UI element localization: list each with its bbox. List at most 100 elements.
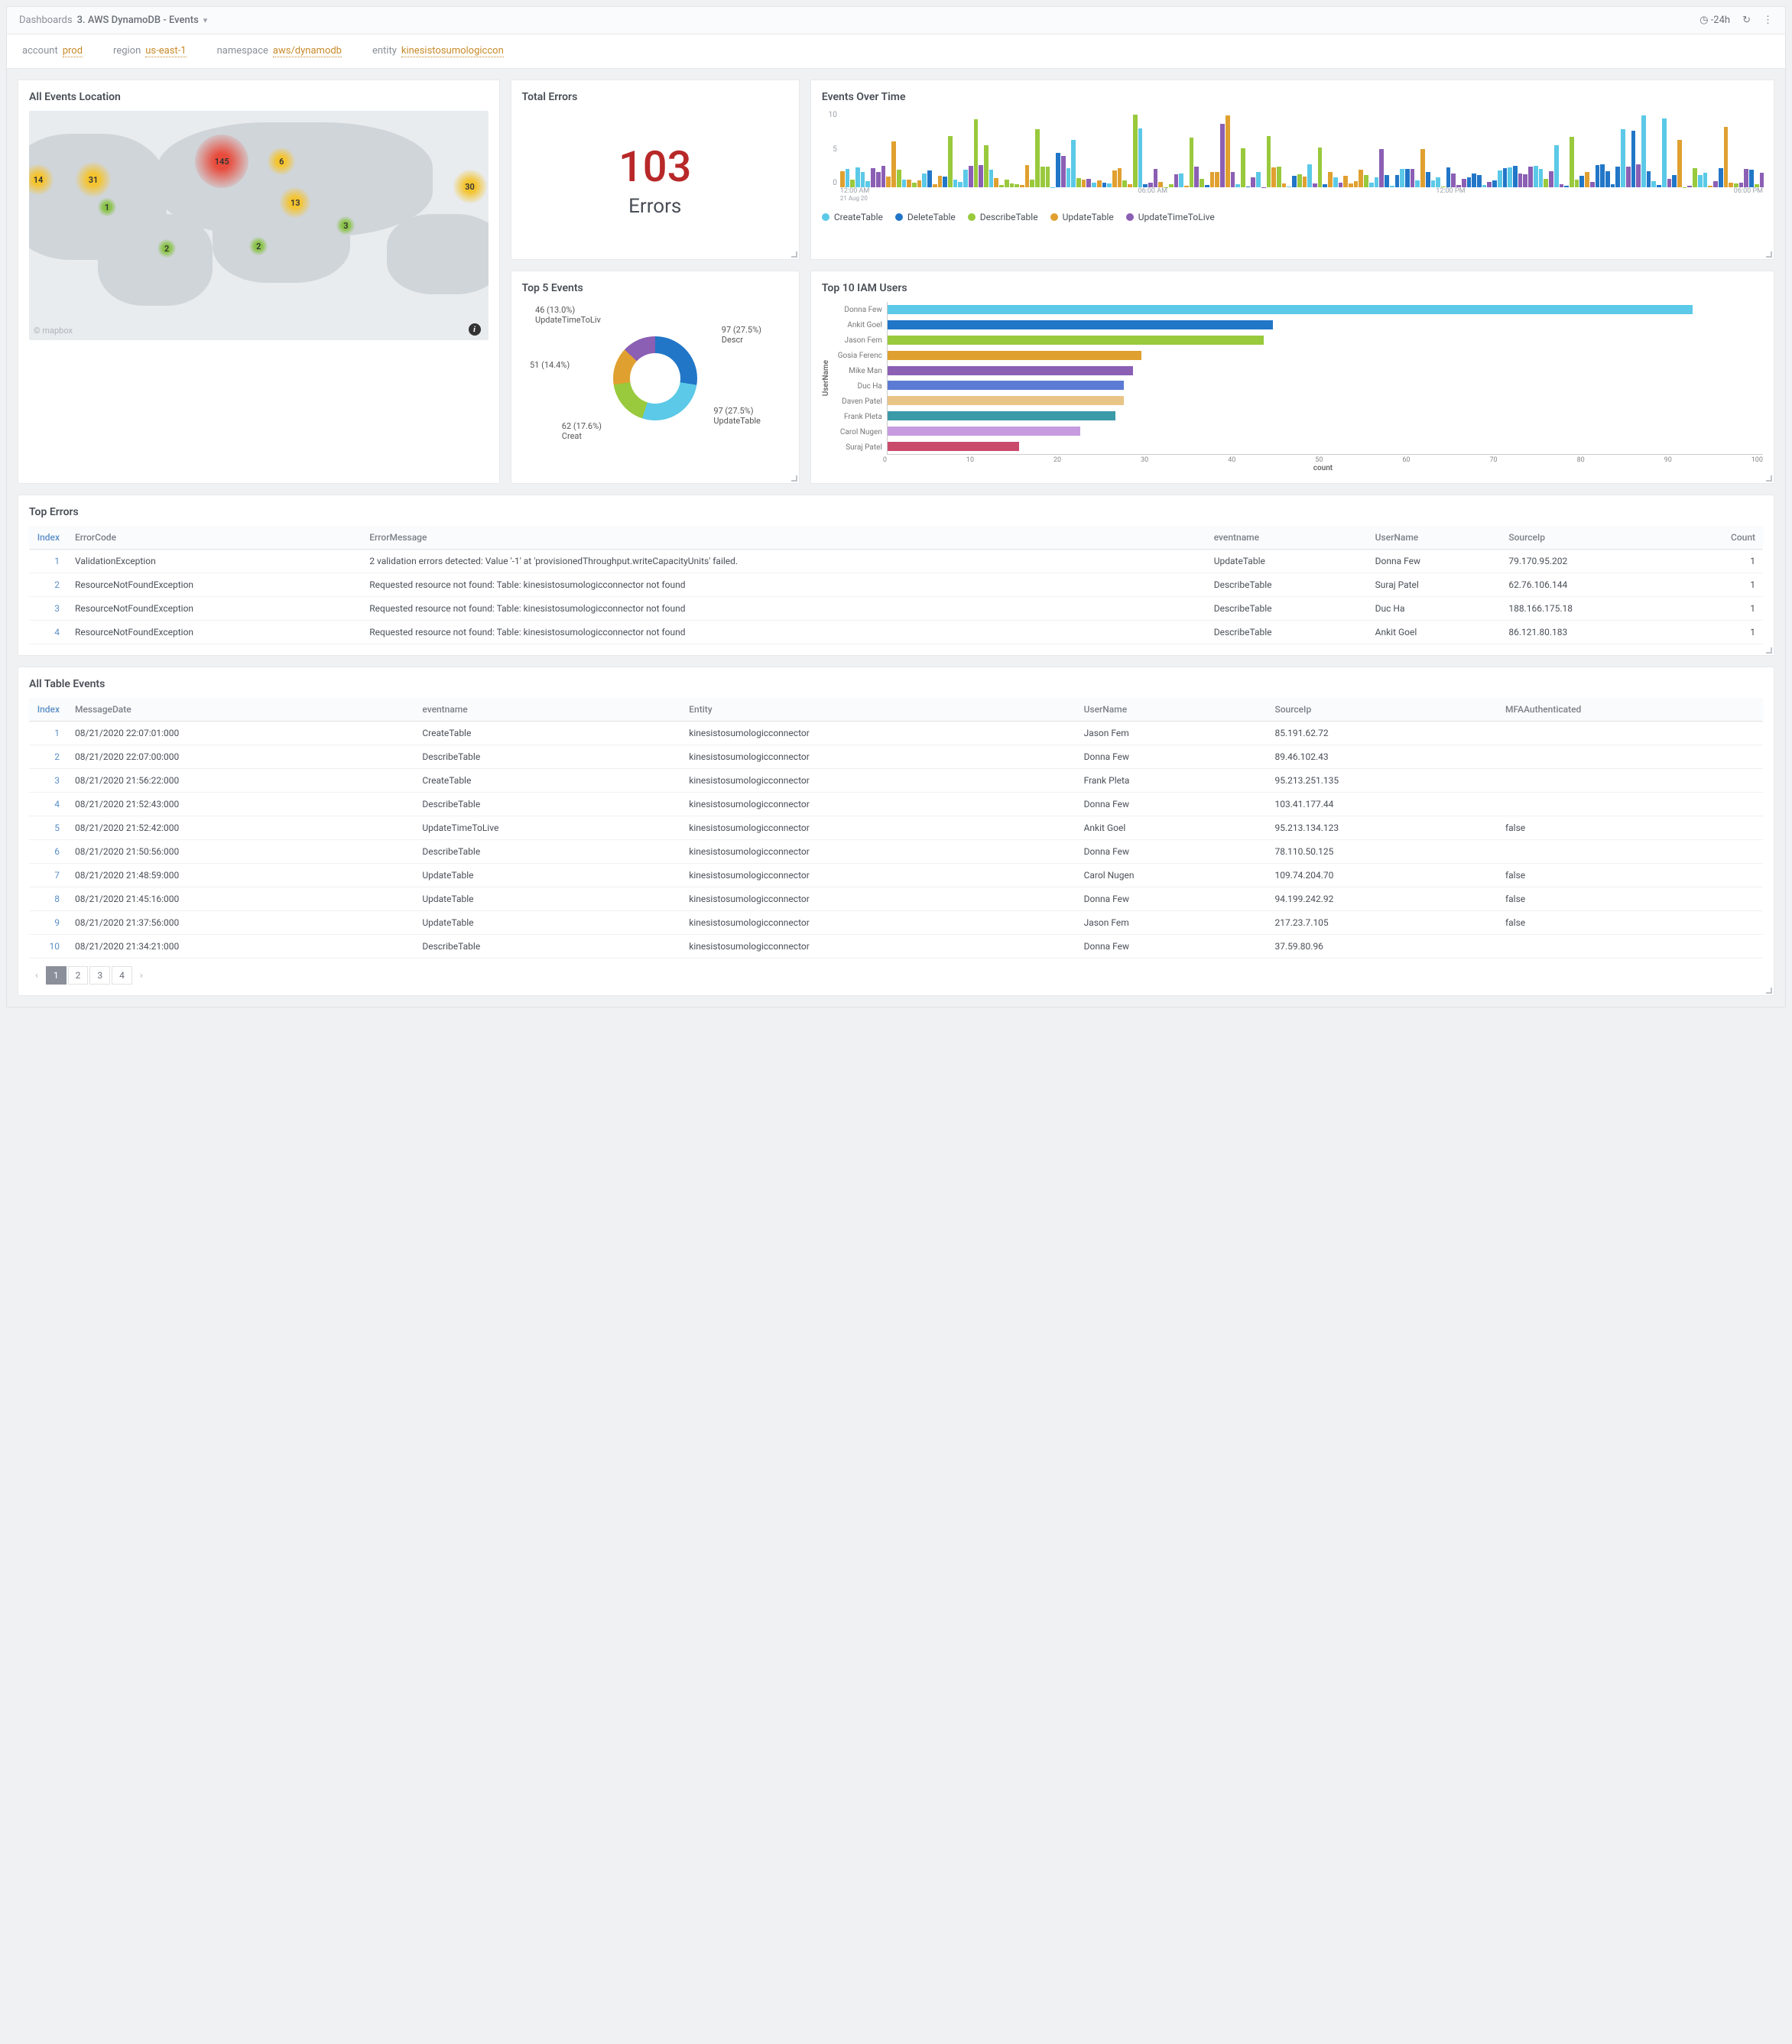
column-header[interactable]: eventname	[1206, 526, 1368, 550]
table-row[interactable]: 408/21/2020 21:52:43:000DescribeTablekin…	[29, 793, 1763, 816]
pager-prev[interactable]: ‹	[29, 967, 44, 985]
table-row[interactable]: 1ValidationException2 validation errors …	[29, 550, 1763, 573]
map-bubble[interactable]: 1	[98, 198, 116, 216]
table-row[interactable]: 108/21/2020 22:07:01:000CreateTablekines…	[29, 722, 1763, 745]
hbar-bar[interactable]	[888, 320, 1273, 329]
filter-namespace[interactable]: namespace aws/dynamodb	[217, 45, 342, 57]
hbar-chart[interactable]: UserName Donna FewAnkit GoelJason FemGos…	[822, 302, 1763, 455]
more-icon[interactable]: ⋮	[1763, 15, 1773, 26]
timeseries-chart[interactable]: 1050 12:00 AM21 Aug 2006:00 AM12:00 PM06…	[822, 111, 1763, 203]
hbar-bar[interactable]	[888, 381, 1124, 390]
column-header[interactable]: Index	[29, 526, 67, 550]
hbar-bar[interactable]	[888, 336, 1264, 345]
table-row[interactable]: 4ResourceNotFoundExceptionRequested reso…	[29, 621, 1763, 644]
filter-region[interactable]: region us-east-1	[113, 45, 187, 57]
pager-next[interactable]: ›	[134, 967, 149, 985]
table-row[interactable]: 208/21/2020 22:07:00:000DescribeTablekin…	[29, 745, 1763, 769]
map-bubble[interactable]: 13	[280, 187, 310, 218]
filter-value: aws/dynamodb	[273, 45, 342, 57]
filter-entity[interactable]: entitykinesistosumologiccon	[372, 45, 504, 57]
column-header[interactable]: Entity	[681, 698, 1076, 722]
column-header[interactable]: Index	[29, 698, 67, 722]
time-range-value: -24h	[1711, 15, 1730, 26]
panel-title: Total Errors	[522, 91, 788, 103]
info-icon[interactable]: i	[469, 323, 481, 336]
clock-icon: ◷	[1699, 15, 1708, 26]
breadcrumb-title[interactable]: 3. AWS DynamoDB - Events	[77, 15, 199, 26]
filter-key: account	[22, 45, 58, 57]
legend-item[interactable]: CreateTable	[822, 212, 883, 222]
pager-page[interactable]: 1	[46, 966, 67, 985]
filter-key: region	[113, 45, 141, 57]
panel-title: All Table Events	[29, 678, 1763, 690]
panel-all-table-events: All Table Events IndexMessageDateeventna…	[18, 667, 1774, 996]
top-errors-table: IndexErrorCodeErrorMessageeventnameUserN…	[29, 526, 1763, 644]
column-header[interactable]: eventname	[414, 698, 681, 722]
panel-events-over-time: Events Over Time 1050 12:00 AM21 Aug 200…	[810, 79, 1774, 260]
hbar-bar[interactable]	[888, 351, 1141, 360]
column-header[interactable]: ErrorMessage	[362, 526, 1206, 550]
table-row[interactable]: 608/21/2020 21:50:56:000DescribeTablekin…	[29, 840, 1763, 864]
hbar-ylabel: Carol Nugen	[833, 428, 882, 436]
table-row[interactable]: 808/21/2020 21:45:16:000UpdateTablekines…	[29, 887, 1763, 911]
map-bubble[interactable]: 145	[195, 135, 248, 188]
panel-title: Top 5 Events	[522, 282, 788, 294]
panel-top-errors: Top Errors IndexErrorCodeErrorMessageeve…	[18, 495, 1774, 656]
table-row[interactable]: 308/21/2020 21:56:22:000CreateTablekines…	[29, 769, 1763, 793]
hbar-ylabel: Donna Few	[833, 306, 882, 314]
table-row[interactable]: 708/21/2020 21:48:59:000UpdateTablekines…	[29, 864, 1763, 887]
filter-account[interactable]: accountprod	[22, 45, 83, 57]
map-bubble[interactable]: 30	[453, 170, 487, 203]
column-header[interactable]: UserName	[1076, 698, 1268, 722]
hbar-bar[interactable]	[888, 366, 1133, 375]
map-bubble[interactable]: 2	[249, 237, 268, 255]
pager-page[interactable]: 2	[68, 966, 89, 985]
column-header[interactable]: ErrorCode	[67, 526, 362, 550]
legend-item[interactable]: DescribeTable	[968, 212, 1038, 222]
table-row[interactable]: 2ResourceNotFoundExceptionRequested reso…	[29, 573, 1763, 597]
legend-item[interactable]: UpdateTable	[1050, 212, 1114, 222]
topbar: Dashboards 3. AWS DynamoDB - Events ▾ ◷ …	[7, 7, 1785, 34]
map-bubble[interactable]: 3	[336, 216, 355, 235]
hbar-ylabel: Frank Pleta	[833, 413, 882, 421]
column-header[interactable]: SourceIp	[1501, 526, 1675, 550]
legend-item[interactable]: DeleteTable	[895, 212, 956, 222]
world-map[interactable]: © mapbox i 1453114613301223	[29, 111, 489, 340]
hbar-bar[interactable]	[888, 442, 1019, 451]
map-bubble[interactable]: 6	[268, 148, 295, 175]
filter-key: namespace	[217, 45, 268, 57]
breadcrumb-label: Dashboards	[19, 15, 73, 26]
hbar-ylabel: Duc Ha	[833, 382, 882, 391]
total-errors-value: 103	[522, 141, 788, 192]
pagination: ‹1234›	[29, 966, 1763, 985]
table-row[interactable]: 508/21/2020 21:52:42:000UpdateTimeToLive…	[29, 816, 1763, 840]
legend-item[interactable]: UpdateTimeToLive	[1126, 212, 1215, 222]
map-attribution: © mapbox	[34, 326, 73, 336]
hbar-bar[interactable]	[888, 427, 1080, 436]
table-row[interactable]: 3ResourceNotFoundExceptionRequested reso…	[29, 597, 1763, 621]
map-bubble[interactable]: 31	[76, 162, 111, 197]
hbar-bar[interactable]	[888, 305, 1693, 314]
hbar-bar[interactable]	[888, 411, 1115, 420]
column-header[interactable]: MFAAuthenticated	[1498, 698, 1763, 722]
table-row[interactable]: 1008/21/2020 21:34:21:000DescribeTableki…	[29, 935, 1763, 959]
hbar-bar[interactable]	[888, 396, 1124, 405]
column-header[interactable]: Count	[1676, 526, 1763, 550]
donut-slice-label: 51 (14.4%)	[530, 360, 570, 370]
chevron-down-icon[interactable]: ▾	[203, 15, 208, 25]
column-header[interactable]: MessageDate	[67, 698, 414, 722]
column-header[interactable]: SourceIp	[1267, 698, 1498, 722]
donut-chart[interactable]: 97 (27.5%) Descr97 (27.5%) UpdateTable62…	[522, 302, 788, 455]
map-bubble[interactable]: 2	[157, 239, 176, 258]
table-row[interactable]: 908/21/2020 21:37:56:000UpdateTablekines…	[29, 911, 1763, 935]
time-range-selector[interactable]: ◷ -24h	[1699, 15, 1730, 26]
refresh-icon[interactable]: ↻	[1742, 15, 1751, 26]
filter-value: us-east-1	[145, 45, 186, 57]
pager-page[interactable]: 3	[89, 966, 110, 985]
column-header[interactable]: UserName	[1368, 526, 1501, 550]
panel-title: Top Errors	[29, 506, 1763, 518]
panel-top10-iam: Top 10 IAM Users UserName Donna FewAnkit…	[810, 271, 1774, 484]
all-table-events-table: IndexMessageDateeventnameEntityUserNameS…	[29, 698, 1763, 959]
y-axis-label: UserName	[822, 360, 830, 396]
pager-page[interactable]: 4	[112, 966, 132, 985]
